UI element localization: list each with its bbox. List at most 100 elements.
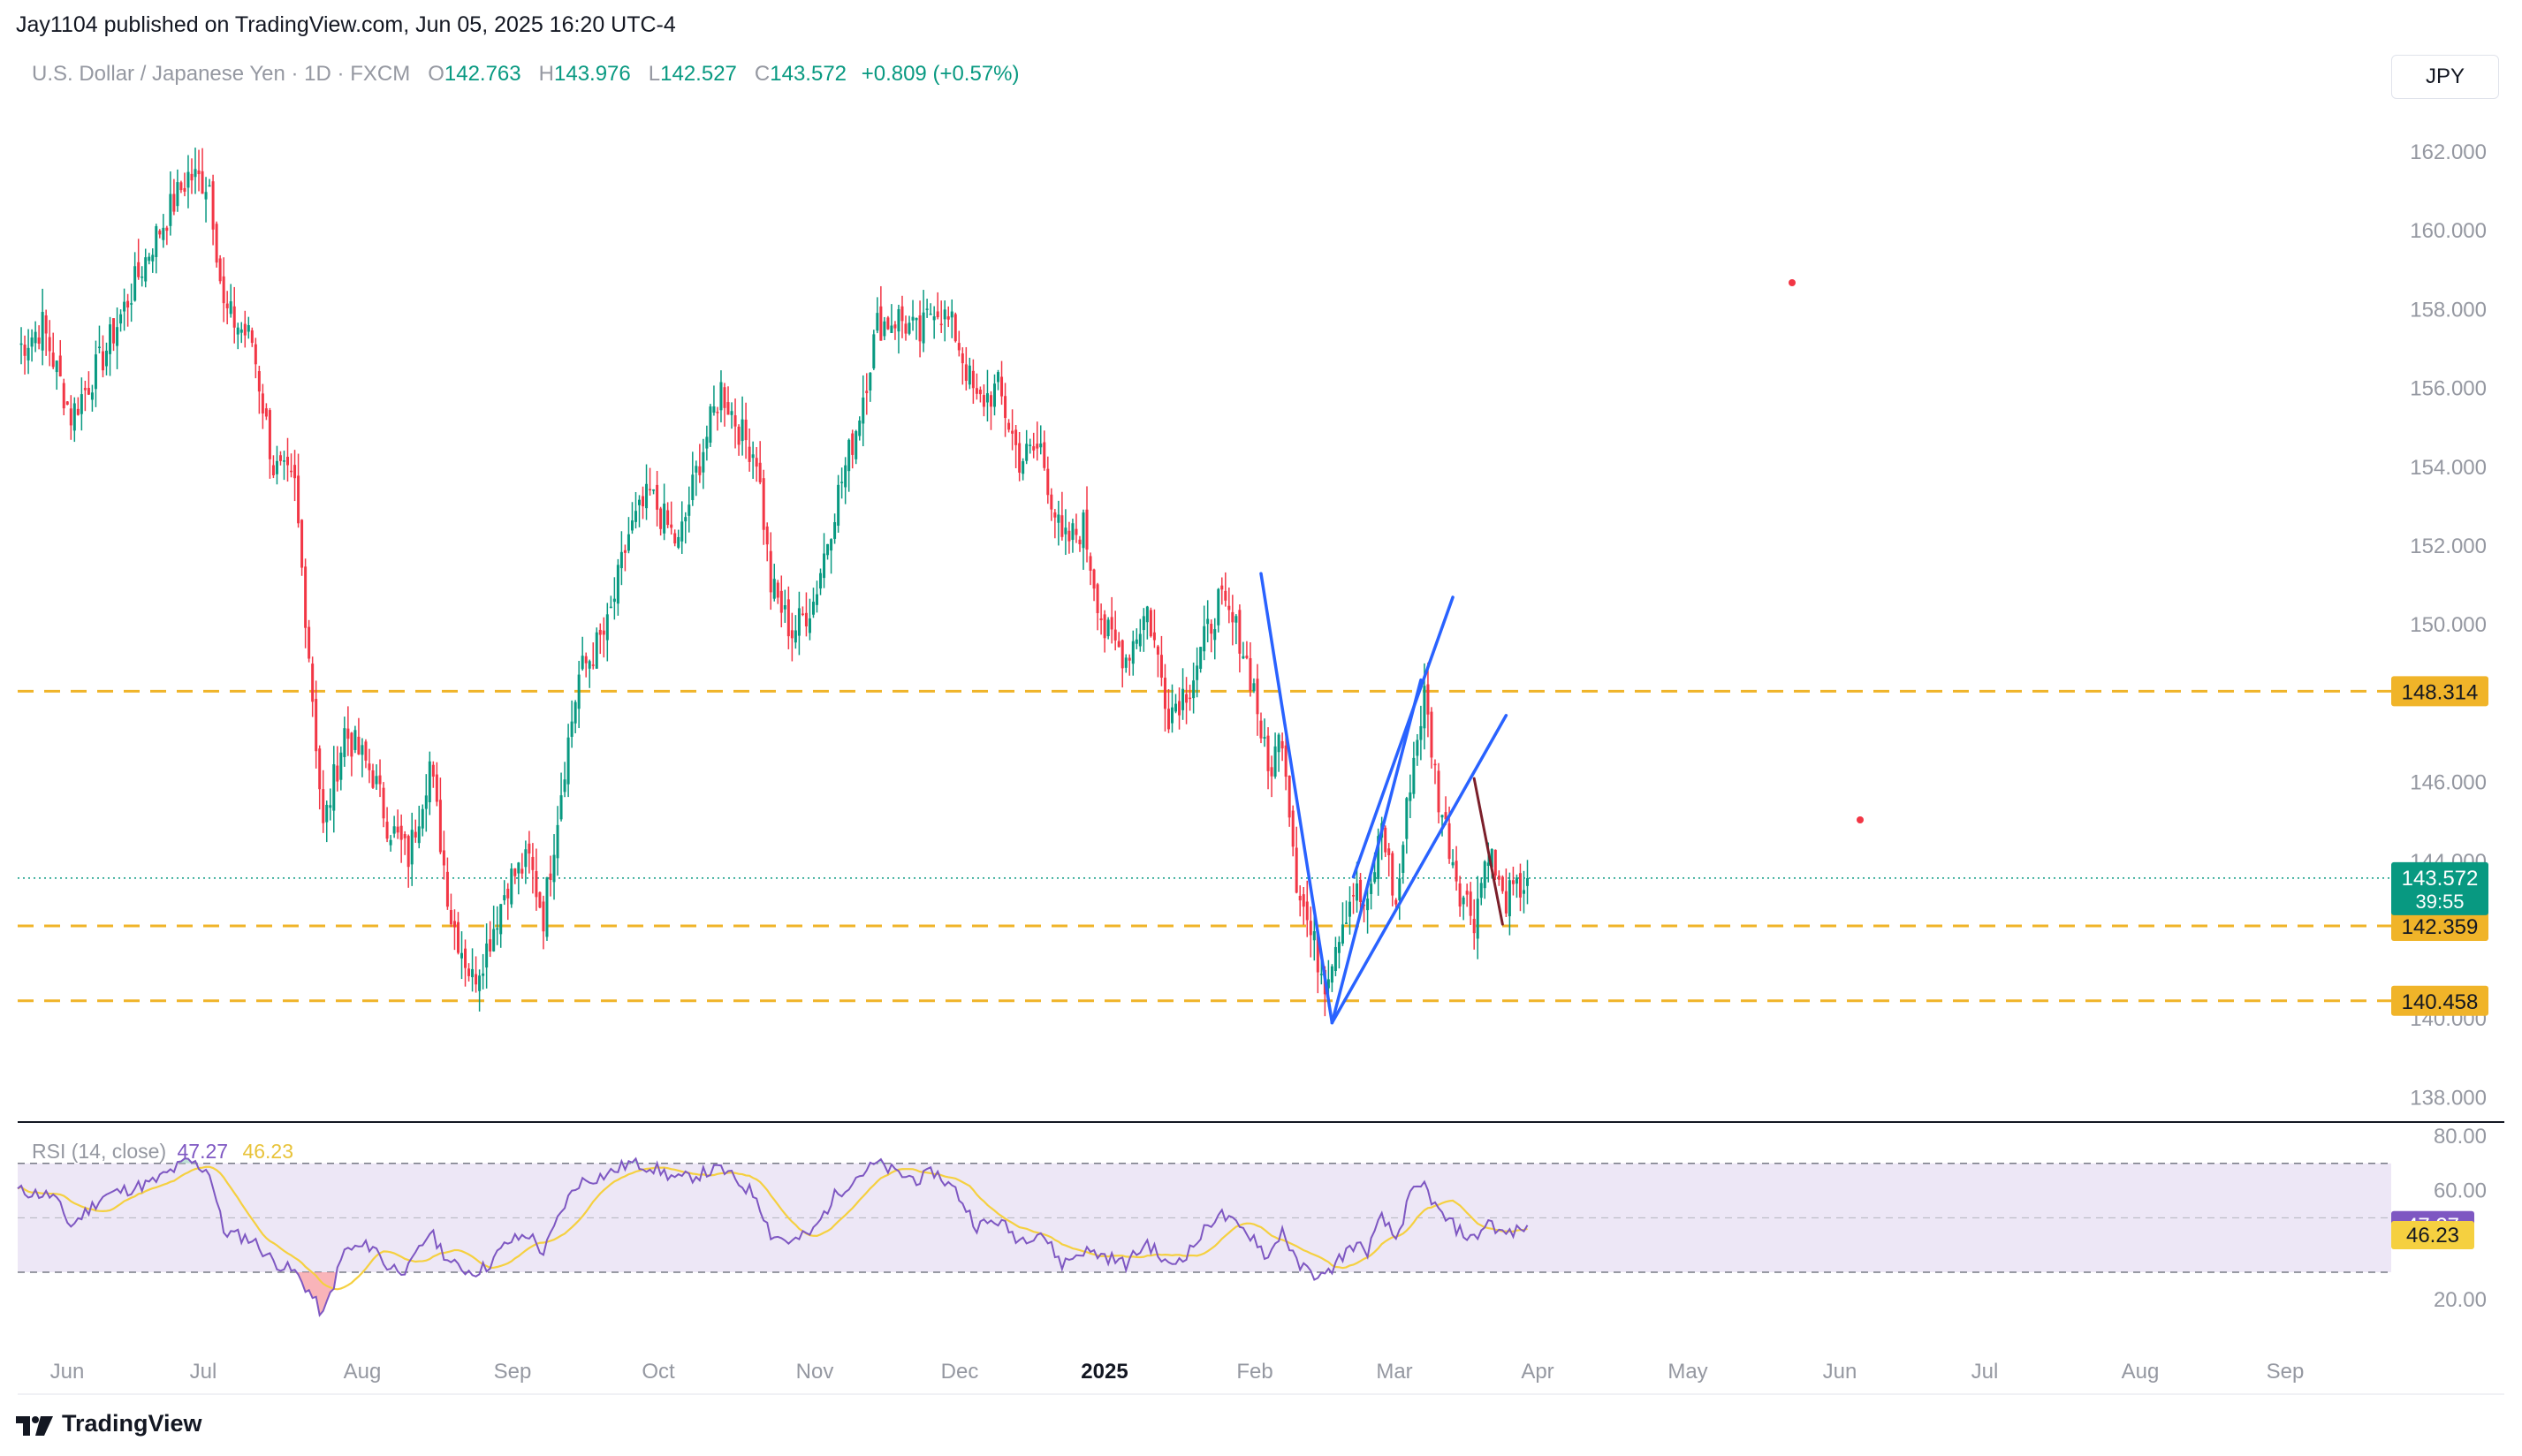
candle-body [616, 565, 619, 604]
candle-body [1029, 444, 1032, 446]
rsi-y-tick-label: 60.00 [2434, 1179, 2487, 1203]
rsi-label: RSI (14, close) [32, 1140, 167, 1163]
candle-body [619, 551, 623, 569]
rsi-ma-value-tag [2391, 1221, 2474, 1250]
candle-body [1493, 849, 1497, 876]
candle-body [76, 408, 80, 415]
candle-body [737, 426, 741, 445]
candle-body [1060, 515, 1064, 537]
candle-body [475, 974, 478, 985]
candle-body [23, 345, 27, 356]
candle-body [623, 550, 627, 553]
candle-body [357, 736, 361, 755]
candle-body [1256, 679, 1259, 715]
candle-body [1394, 899, 1398, 905]
candle-body [222, 276, 225, 304]
candle-body [929, 314, 932, 315]
candle-body [1291, 810, 1295, 847]
candle-body [183, 187, 186, 192]
candle-body [677, 536, 680, 548]
candle-body [911, 316, 915, 321]
candle-body [830, 539, 833, 551]
candle-body [232, 306, 236, 328]
candle-body [588, 661, 591, 669]
candle-body [1483, 861, 1486, 889]
candle-body [1000, 376, 1004, 397]
candle-body [723, 387, 726, 408]
candle-body [1409, 792, 1412, 801]
candle-body [201, 171, 204, 194]
candle-body [1305, 901, 1309, 921]
candle-body [1046, 468, 1050, 496]
candle-body [1405, 798, 1409, 839]
candle-body [489, 939, 492, 952]
candle-body [886, 317, 890, 330]
candle-body [1131, 641, 1135, 664]
candle-body [1206, 618, 1210, 625]
candle-body [1472, 919, 1476, 934]
candle-body [975, 388, 978, 394]
candle-body [663, 504, 666, 534]
candle-body [1423, 686, 1426, 729]
candle-body [452, 921, 456, 928]
candle-body [1330, 966, 1333, 983]
candle-body [350, 732, 353, 757]
candle-body [1025, 444, 1029, 461]
high-value: 143.976 [554, 62, 631, 86]
candle-body [879, 306, 883, 341]
x-tick-label: Sep [494, 1360, 532, 1384]
x-tick-label: Nov [796, 1360, 834, 1384]
rsi-overbought-fill [614, 1158, 665, 1164]
candle-body [897, 308, 900, 332]
candle-body [524, 849, 528, 868]
candle-body [900, 306, 904, 322]
y-tick-label: 146.000 [2410, 771, 2487, 795]
candle-body [186, 171, 190, 188]
candle-body [915, 317, 918, 321]
candle-body [584, 656, 588, 664]
candle-body [467, 968, 471, 976]
horizontal-levels [18, 689, 2391, 1003]
candle-body [666, 510, 670, 526]
x-tick-label: Aug [344, 1360, 382, 1384]
candle-body [392, 826, 396, 834]
candle-body [1356, 883, 1359, 901]
candle-body [598, 629, 602, 635]
candle-body [105, 350, 108, 367]
candle-body [1312, 931, 1316, 941]
candle-body [1199, 647, 1203, 669]
candle-body [1071, 523, 1075, 541]
candle-body [1018, 443, 1022, 473]
candle-body [1440, 815, 1444, 818]
candle-body [1135, 639, 1138, 644]
candle-body [908, 322, 911, 334]
change-value: +0.809 (+0.57%) [861, 62, 1020, 86]
candle-body [1234, 616, 1238, 623]
candle-body [649, 489, 652, 491]
candle-body [268, 410, 271, 459]
candle-body [87, 388, 90, 395]
candle-body [1373, 872, 1377, 883]
candle-body [925, 308, 929, 310]
candle-body [797, 608, 801, 636]
candle-body [1249, 657, 1252, 691]
candle-body [1433, 763, 1437, 766]
currency-button[interactable]: JPY [2391, 55, 2499, 99]
candle-body [1022, 461, 1025, 474]
candle-body [918, 315, 922, 342]
rsi-ma-value-label: 46.23 [2406, 1224, 2459, 1247]
candle-body [957, 343, 961, 351]
candle-body [566, 737, 570, 785]
candle-body [765, 526, 769, 545]
candle-body [442, 850, 445, 866]
candle-body [627, 534, 630, 551]
candle-body [353, 730, 357, 750]
last-price-tag [2391, 861, 2488, 915]
candle-body [751, 454, 755, 459]
candle-body [634, 511, 637, 522]
candle-body [786, 599, 790, 637]
candle-body [41, 312, 44, 351]
candle-body [1263, 737, 1266, 739]
candle-body [1138, 633, 1142, 647]
